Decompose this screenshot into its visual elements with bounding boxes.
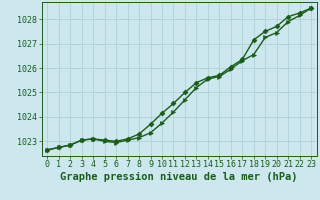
X-axis label: Graphe pression niveau de la mer (hPa): Graphe pression niveau de la mer (hPa) bbox=[60, 172, 298, 182]
